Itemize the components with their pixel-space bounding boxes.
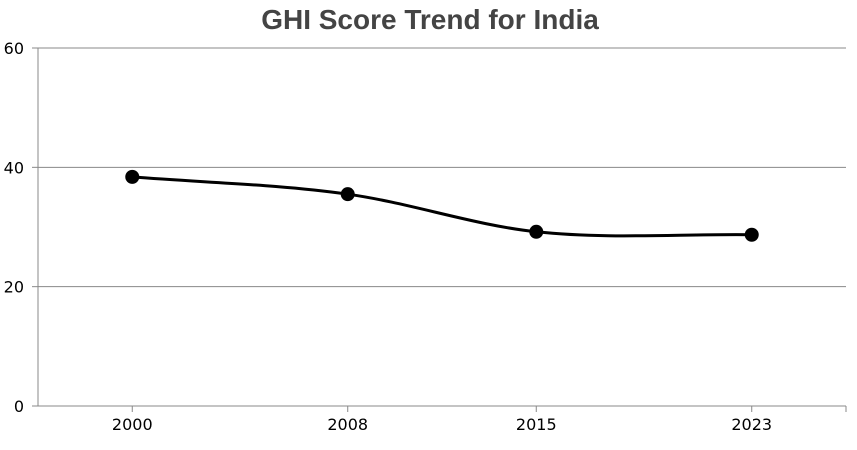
x-tick-label: 2008 — [327, 415, 368, 434]
y-tick-label: 60 — [4, 39, 24, 58]
data-point — [744, 227, 759, 242]
x-tick-label: 2000 — [112, 415, 153, 434]
y-tick-label: 40 — [4, 158, 24, 177]
data-point — [340, 187, 355, 202]
chart-title: GHI Score Trend for India — [261, 4, 599, 35]
y-tick-label: 20 — [4, 278, 24, 297]
y-tick-label: 0 — [14, 397, 24, 416]
x-tick-label: 2015 — [516, 415, 557, 434]
x-tick-label: 2023 — [731, 415, 772, 434]
data-point — [125, 169, 140, 184]
series-line — [132, 175, 752, 238]
data-point — [529, 224, 544, 239]
